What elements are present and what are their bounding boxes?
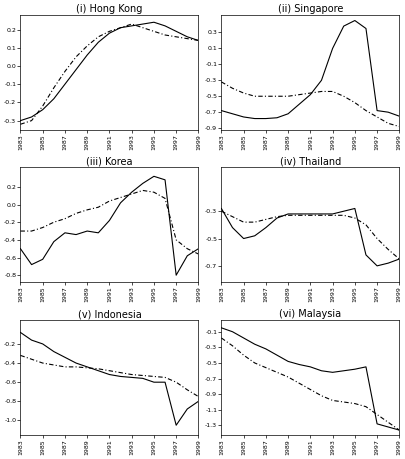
Title: (ii) Singapore: (ii) Singapore (277, 4, 342, 14)
Title: (v) Indonesia: (v) Indonesia (77, 309, 141, 319)
Title: (iii) Korea: (iii) Korea (86, 157, 132, 167)
Title: (iv) Thailand: (iv) Thailand (279, 157, 340, 167)
Title: (vi) Malaysia: (vi) Malaysia (279, 309, 341, 319)
Title: (i) Hong Kong: (i) Hong Kong (76, 4, 142, 14)
